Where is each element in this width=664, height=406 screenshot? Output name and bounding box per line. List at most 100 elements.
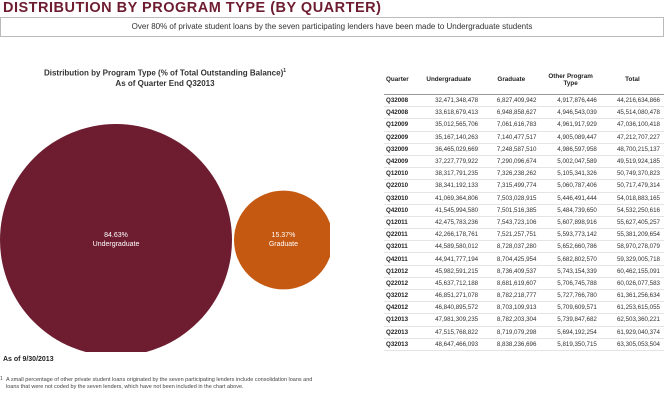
- value-cell: 5,706,745,788: [540, 277, 601, 291]
- value-cell: 49,519,924,185: [600, 155, 664, 169]
- table-row: Q32008 32,471,348,478 6,827,409,942 4,917,8…: [384, 94, 664, 108]
- value-cell: 46,840,895,572: [415, 301, 483, 315]
- value-cell: 44,589,580,012: [415, 240, 483, 254]
- value-cell: 5,743,154,339: [540, 265, 601, 278]
- table-row: Q32009 36,465,029,669 7,248,587,510 4,986,5…: [384, 143, 664, 156]
- quarter-cell: Q22009: [384, 131, 416, 144]
- quarter-cell: Q22013: [384, 326, 416, 339]
- table-row: Q22011 42,266,178,761 7,521,257,751 5,593,7…: [384, 228, 664, 242]
- value-cell: 42,475,783,236: [415, 216, 483, 230]
- table-row: Q12011 42,475,783,236 7,543,723,106 5,607,8…: [384, 216, 664, 230]
- table-row: Q12010 38,317,791,235 7,326,238,262 5,105,3…: [384, 167, 664, 181]
- bubble-undergraduate: [0, 124, 232, 352]
- value-cell: 44,216,634,866: [600, 94, 664, 108]
- value-cell: 63,305,053,504: [600, 338, 664, 351]
- value-cell: 5,682,802,570: [540, 252, 601, 266]
- quarter-cell: Q22010: [384, 179, 416, 193]
- value-cell: 7,290,096,674: [482, 155, 541, 169]
- table-row: Q42012 46,840,895,572 8,703,109,913 5,709,6…: [384, 301, 664, 315]
- value-cell: 5,819,350,715: [540, 338, 601, 351]
- table-row: Q22010 38,341,192,133 7,315,499,774 5,060,7…: [384, 179, 664, 193]
- table-row: Q22009 35,167,140,263 7,140,477,517 4,905,0…: [384, 131, 664, 144]
- col-header-graduate: Graduate: [482, 66, 541, 95]
- value-cell: 33,618,679,413: [415, 106, 483, 120]
- bubble-category-label: Graduate: [269, 241, 298, 248]
- table-row: Q12013 47,981,309,235 8,782,203,304 5,739,8…: [384, 313, 664, 327]
- value-cell: 8,728,037,280: [482, 240, 541, 254]
- value-cell: 61,253,615,055: [600, 301, 664, 315]
- value-cell: 5,607,898,916: [540, 216, 601, 230]
- value-cell: 41,069,364,806: [415, 192, 483, 205]
- value-cell: 7,140,477,517: [482, 131, 541, 144]
- value-cell: 35,167,140,263: [415, 131, 483, 144]
- value-cell: 36,465,029,669: [415, 143, 483, 156]
- value-cell: 8,704,425,954: [482, 252, 541, 266]
- summary-banner: Over 80% of private student loans by the…: [0, 17, 664, 37]
- value-cell: 8,782,203,304: [482, 313, 541, 327]
- chart-title: Distribution by Program Type (% of Total…: [0, 66, 330, 89]
- value-cell: 5,652,660,786: [540, 240, 601, 254]
- value-cell: 58,970,278,079: [600, 240, 664, 254]
- col-header-other: Other Program Type: [540, 66, 601, 95]
- value-cell: 5,484,739,650: [540, 204, 601, 217]
- value-cell: 8,736,409,537: [482, 265, 541, 278]
- quarter-cell: Q22012: [384, 277, 416, 291]
- value-cell: 5,727,766,780: [540, 289, 601, 303]
- quarter-cell: Q32013: [384, 338, 416, 351]
- value-cell: 47,981,309,235: [415, 313, 483, 327]
- value-cell: 7,315,499,774: [482, 179, 541, 193]
- value-cell: 47,036,100,418: [600, 118, 664, 132]
- table-row: Q42011 44,941,777,194 8,704,425,954 5,682,8…: [384, 252, 664, 266]
- value-cell: 38,317,791,235: [415, 167, 483, 181]
- value-cell: 8,703,109,913: [482, 301, 541, 315]
- bubble-chart: 84.63% Undergraduate 15.37% Graduate: [0, 124, 330, 352]
- value-cell: 5,709,609,571: [540, 301, 601, 315]
- value-cell: 54,532,250,616: [600, 204, 664, 217]
- value-cell: 8,719,079,298: [482, 326, 541, 339]
- value-cell: 45,637,712,188: [415, 277, 483, 291]
- value-cell: 42,266,178,761: [415, 228, 483, 242]
- value-cell: 59,329,005,718: [600, 252, 664, 266]
- bubble-graduate: [234, 190, 330, 290]
- table-row: Q42008 33,618,679,413 6,948,858,627 4,946,5…: [384, 106, 664, 120]
- value-cell: 5,739,847,682: [540, 313, 601, 327]
- value-cell: 50,749,370,823: [600, 167, 664, 181]
- value-cell: 46,851,271,078: [415, 289, 483, 303]
- value-cell: 55,381,209,654: [600, 228, 664, 242]
- footnote-mark: 1: [0, 376, 3, 382]
- value-cell: 62,503,360,221: [600, 313, 664, 327]
- quarter-cell: Q22011: [384, 228, 416, 242]
- value-cell: 5,002,047,589: [540, 155, 601, 169]
- value-cell: 37,227,779,922: [415, 155, 483, 169]
- value-cell: 4,986,597,958: [540, 143, 601, 156]
- value-cell: 6,827,409,942: [482, 94, 541, 108]
- value-cell: 55,627,405,257: [600, 216, 664, 230]
- value-cell: 7,501,516,385: [482, 204, 541, 217]
- value-cell: 35,012,565,706: [415, 118, 483, 132]
- value-cell: 47,515,768,822: [415, 326, 483, 339]
- table-row: Q42010 41,545,994,580 7,501,516,385 5,484,7…: [384, 204, 664, 217]
- table-row: Q42009 37,227,779,922 7,290,096,674 5,002,0…: [384, 155, 664, 169]
- value-cell: 4,946,543,039: [540, 106, 601, 120]
- quarter-cell: Q12011: [384, 216, 416, 230]
- footnote-text: A small percentage of other private stud…: [6, 377, 313, 390]
- quarter-cell: Q12013: [384, 313, 416, 327]
- value-cell: 38,341,192,133: [415, 179, 483, 193]
- quarter-cell: Q42011: [384, 252, 416, 266]
- table-row: Q32011 44,589,580,012 8,728,037,280 5,652,6…: [384, 240, 664, 254]
- value-cell: 48,700,215,137: [600, 143, 664, 156]
- value-cell: 4,917,876,446: [540, 94, 601, 108]
- value-cell: 7,521,257,751: [482, 228, 541, 242]
- footnote: 1 A small percentage of other private st…: [0, 376, 321, 391]
- value-cell: 4,961,917,929: [540, 118, 601, 132]
- value-cell: 7,543,723,106: [482, 216, 541, 230]
- value-cell: 41,545,994,580: [415, 204, 483, 217]
- table-row: Q32010 41,069,364,806 7,503,028,915 5,446,4…: [384, 192, 664, 205]
- chart-title-footnote-mark: 1: [283, 68, 287, 74]
- quarter-cell: Q32008: [384, 94, 416, 108]
- col-header-total: Total: [600, 66, 664, 95]
- value-cell: 61,361,256,634: [600, 289, 664, 303]
- quarter-cell: Q42012: [384, 301, 416, 315]
- value-cell: 7,061,616,783: [482, 118, 541, 132]
- value-cell: 5,060,787,406: [540, 179, 601, 193]
